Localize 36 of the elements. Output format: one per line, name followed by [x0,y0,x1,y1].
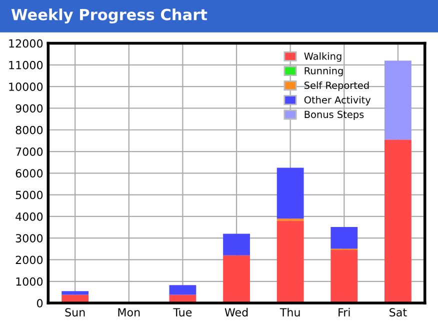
bar [169,285,196,295]
legend-label: Self Reported [304,81,369,91]
y-tick-label: 8000 [16,126,43,134]
chart-title: Weekly Progress Chart [11,8,208,24]
bar [223,255,250,304]
y-tick-label: 2000 [16,256,43,264]
legend-label: Walking [304,52,342,62]
y-tick-label: 10000 [9,82,43,91]
bar [384,60,412,140]
y-tick-label: 12000 [9,39,43,48]
x-tick-label: Mon [118,308,140,316]
y-tick-label: 5000 [16,190,43,200]
legend-label: Running [304,66,343,76]
y-tick-label: 9000 [16,104,43,113]
legend-label: Other Activity [304,96,371,106]
y-tick-label: 3000 [16,234,43,242]
x-tick-label: Thu [280,308,300,316]
bar [384,140,412,304]
x-tick-label: Sun [65,308,85,316]
bar [330,250,358,304]
y-tick-label: 0 [36,299,43,308]
x-tick-label: Fri [338,308,350,316]
bar [223,234,250,256]
x-tick-label: Wed [224,308,248,316]
x-tick-label: Sat [390,308,407,316]
y-tick-label: 6000 [16,169,43,178]
bar [276,220,304,304]
bar [330,227,358,249]
y-tick-label: 11000 [9,60,43,70]
bar [276,168,304,219]
x-tick-label: Tue [173,308,192,316]
y-tick-label: 7000 [16,147,43,156]
bar [62,291,89,295]
y-tick-label: 4000 [16,212,43,221]
y-tick-label: 1000 [16,277,43,286]
legend-label: Bonus Steps [304,110,364,120]
